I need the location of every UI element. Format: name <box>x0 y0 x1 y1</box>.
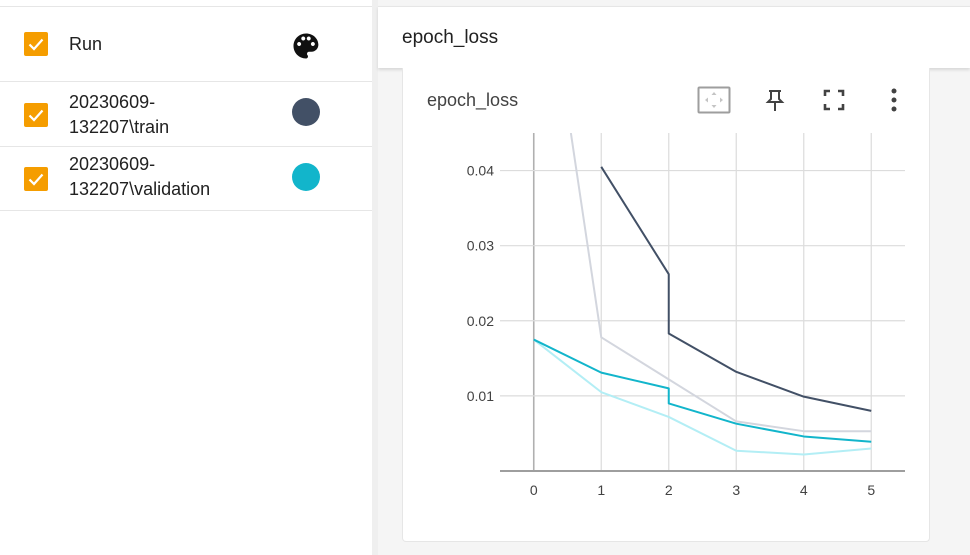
x-tick-label: 2 <box>665 482 673 498</box>
run-label-validation-line1: 20230609- <box>69 154 156 174</box>
card-group-header[interactable]: epoch_loss <box>378 6 970 68</box>
more-vert-icon[interactable] <box>877 86 911 114</box>
group-title: epoch_loss <box>402 27 499 48</box>
run-label-train-line1: 20230609- <box>69 92 156 112</box>
run-row-train: 20230609- 132207\train <box>0 82 372 147</box>
run-checkbox-train[interactable] <box>24 103 48 127</box>
x-tick-label: 1 <box>597 482 605 498</box>
card-title: epoch_loss <box>427 90 519 110</box>
select-all-checkbox[interactable] <box>24 32 48 56</box>
run-label-validation-line2: 132207\validation <box>69 179 211 199</box>
run-color-swatch-train[interactable] <box>292 98 320 126</box>
run-row-validation: 20230609- 132207\validation <box>0 147 372 211</box>
runs-pane: Run 20230609- 132207\train 20230609- 132… <box>0 0 372 555</box>
series-line <box>533 338 872 456</box>
run-checkbox-validation[interactable] <box>24 167 48 191</box>
check-icon <box>28 109 44 122</box>
run-label-validation: 20230609- 132207\validation <box>69 152 210 202</box>
fit-domain-icon[interactable] <box>697 86 731 114</box>
runs-top-divider <box>0 6 372 7</box>
x-tick-label: 0 <box>530 482 538 498</box>
check-icon <box>28 38 44 51</box>
loss-line-chart[interactable]: 0 1 2 3 4 5 0.01 0.02 0.03 0.04 <box>403 68 931 542</box>
series-line <box>600 166 872 412</box>
fullscreen-icon[interactable] <box>817 86 851 114</box>
y-tick-label: 0.04 <box>467 163 494 179</box>
scalars-pane: epoch_loss epoch_loss 0 1 2 3 4 5 0.01 0.02 0.03… <box>378 0 970 555</box>
runs-header-row: Run <box>0 7 372 82</box>
run-column-header: Run <box>69 34 103 54</box>
check-icon <box>28 173 44 186</box>
y-tick-label: 0.02 <box>467 313 494 329</box>
pin-icon[interactable] <box>758 86 792 114</box>
run-label-train-line2: 132207\train <box>69 117 170 137</box>
series-line <box>533 338 872 443</box>
run-color-swatch-validation[interactable] <box>292 163 320 191</box>
y-tick-label: 0.01 <box>467 388 494 404</box>
palette-icon[interactable] <box>291 31 321 61</box>
series-line <box>569 133 872 433</box>
y-tick-label: 0.03 <box>467 238 494 254</box>
pane-resize-handle[interactable] <box>372 0 378 555</box>
x-tick-label: 3 <box>732 482 740 498</box>
x-tick-label: 5 <box>867 482 875 498</box>
run-label-train: 20230609- 132207\train <box>69 90 169 140</box>
x-tick-label: 4 <box>800 482 808 498</box>
scalar-card: epoch_loss 0 1 2 3 4 5 0.01 0.02 0.03 0.04 <box>402 68 930 542</box>
